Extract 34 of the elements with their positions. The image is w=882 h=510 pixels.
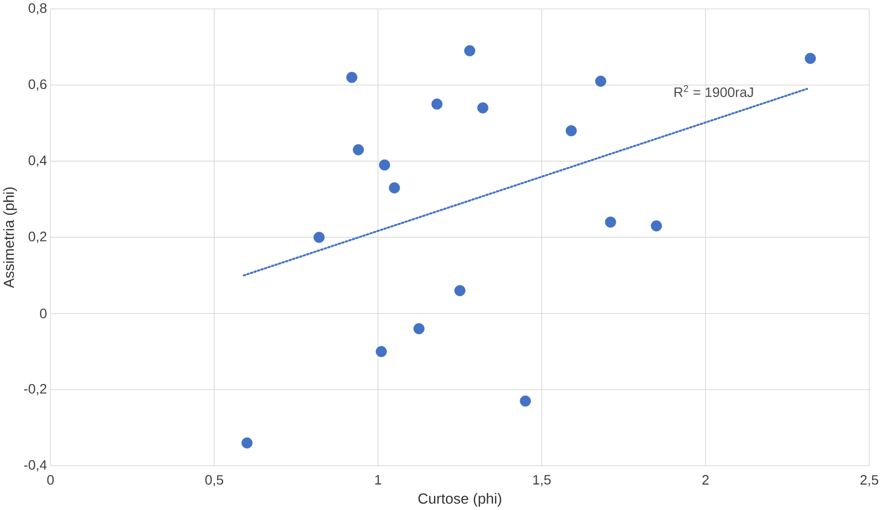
- x-tick-label: 0: [47, 475, 54, 485]
- y-tick-label: -0,4: [24, 460, 47, 472]
- point: [346, 72, 358, 84]
- point: [379, 159, 390, 171]
- point: [650, 220, 662, 232]
- x-tick-label: 0,5: [205, 475, 224, 486]
- y-tick-label: 0,2: [28, 232, 46, 244]
- point: [314, 232, 325, 243]
- x-tick-label: 2: [702, 475, 709, 485]
- point: [464, 45, 476, 56]
- y-tick-label: 0,8: [28, 3, 46, 15]
- point: [431, 98, 443, 110]
- point: [566, 125, 577, 136]
- y-tick-label: 0: [40, 308, 47, 318]
- y-tick-label: 0,6: [28, 79, 46, 91]
- x-axis-title: Curtose (phi): [418, 493, 502, 507]
- annotation: R$^{2}$ = 1900raJ: [674, 85, 753, 98]
- x-tick-label: 1: [375, 475, 382, 484]
- x-tick-label: 1,5: [533, 475, 551, 486]
- point: [388, 182, 400, 194]
- point: [376, 346, 387, 358]
- point: [477, 102, 488, 114]
- point: [604, 216, 616, 228]
- y-axis-title: Assimetria (phi): [3, 188, 17, 288]
- point: [454, 285, 466, 296]
- point: [413, 323, 425, 334]
- point: [520, 396, 531, 407]
- point: [595, 76, 606, 87]
- point: [241, 437, 253, 449]
- point: [352, 144, 364, 156]
- x-tick-label: 2,5: [860, 475, 878, 486]
- point: [804, 52, 816, 64]
- y-tick-label: -0,2: [24, 384, 46, 396]
- y-tick-label: 0,4: [28, 156, 47, 167]
